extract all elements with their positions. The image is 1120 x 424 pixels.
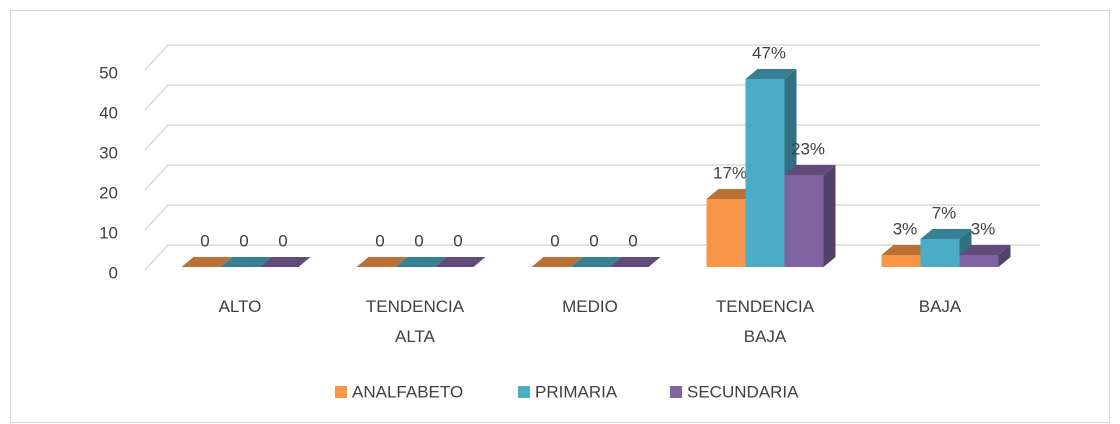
bar-side (998, 245, 1011, 267)
bar (784, 175, 824, 267)
x-tick-label: TENDENCIA ALTA (365, 297, 465, 346)
legend-label: SECUNDARIA (687, 382, 799, 401)
bar-top (745, 69, 797, 79)
bar (920, 239, 960, 267)
data-label: 0 (550, 231, 559, 250)
y-tick-label: 30 (99, 143, 118, 162)
bar-top (609, 257, 661, 267)
data-label: 17% (713, 163, 747, 182)
y-tick-label: 10 (99, 223, 118, 242)
data-label: 7% (932, 203, 957, 222)
bar-top (181, 257, 233, 267)
y-tick-label: 20 (99, 183, 118, 202)
bar-top (881, 245, 933, 255)
data-label: 0 (375, 231, 384, 250)
legend-label: PRIMARIA (535, 382, 618, 401)
data-label: 0 (628, 231, 637, 250)
bar-top (920, 229, 972, 239)
bar (881, 255, 921, 267)
x-tick-label: TENDENCIA BAJA (715, 297, 815, 346)
bar-top (395, 257, 447, 267)
bar-top (570, 257, 622, 267)
data-label: 0 (239, 231, 248, 250)
bar (745, 79, 785, 267)
data-label: 23% (791, 139, 825, 158)
data-label: 0 (278, 231, 287, 250)
bar-top (220, 257, 272, 267)
x-tick-label: MEDIO (562, 297, 618, 316)
bar-top (259, 257, 311, 267)
data-label: 0 (453, 231, 462, 250)
x-tick-label: BAJA (918, 297, 962, 316)
data-label: 47% (752, 43, 786, 62)
bar-top (784, 165, 836, 175)
bar (706, 199, 746, 267)
data-label: 3% (971, 219, 996, 238)
bar-side (823, 165, 836, 267)
y-tick-label: 50 (99, 63, 118, 82)
data-label: 0 (200, 231, 209, 250)
y-tick-label: 40 (99, 103, 118, 122)
bar-top (434, 257, 486, 267)
bar-top (531, 257, 583, 267)
x-tick-label: ALTO (218, 297, 262, 316)
legend-swatch (335, 386, 347, 398)
legend-swatch (518, 386, 530, 398)
bar-top (356, 257, 408, 267)
bar (959, 255, 999, 267)
data-label: 3% (893, 219, 918, 238)
bar-top (959, 245, 1011, 255)
y-tick-label: 0 (109, 263, 118, 282)
grid-line (144, 44, 1040, 71)
legend-swatch (670, 386, 682, 398)
data-label: 0 (589, 231, 598, 250)
data-label: 0 (414, 231, 423, 250)
chart-border (10, 10, 1110, 423)
bar-top (706, 189, 758, 199)
legend-label: ANALFABETO (352, 382, 463, 401)
